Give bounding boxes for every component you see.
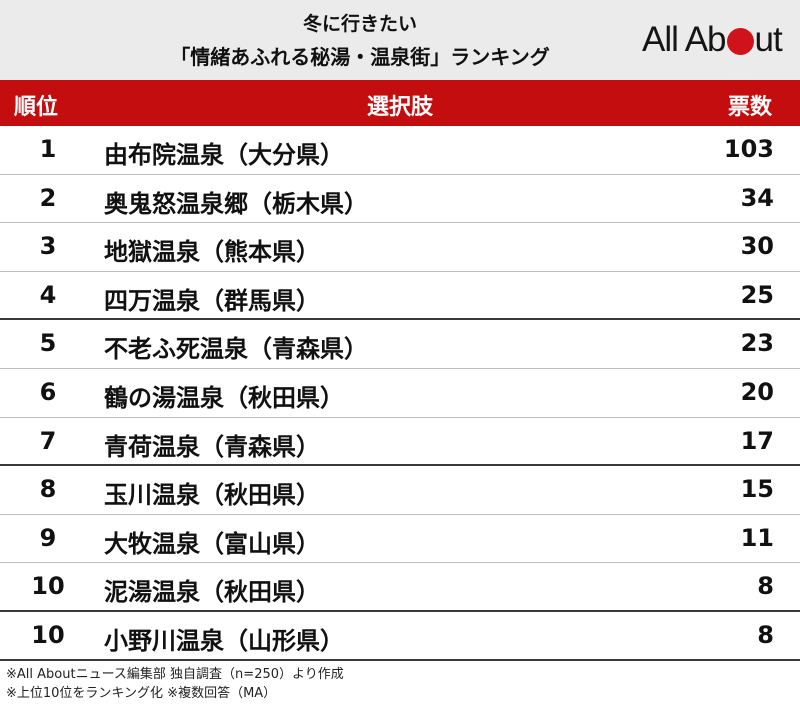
row-votes: 8 — [757, 620, 774, 649]
row-votes: 11 — [740, 523, 774, 552]
table-row: 2 奥鬼怒温泉郷（栃木県） 34 — [0, 175, 800, 224]
row-votes: 23 — [740, 329, 774, 358]
table-row: 3 地獄温泉（熊本県） 30 — [0, 223, 800, 272]
logo-text-right: ut — [754, 20, 783, 59]
chart-header: 冬に行きたい 「情緒あふれる秘湯・温泉街」ランキング All Ab ut — [0, 0, 800, 80]
row-rank: 8 — [39, 475, 57, 504]
table-row: 10 泥湯温泉（秋田県） 8 — [0, 563, 800, 612]
table-body: 1 由布院温泉（大分県） 103 2 奥鬼怒温泉郷（栃木県） 34 3 地獄温泉（熊本県） 30… — [0, 126, 800, 661]
row-choice: 青荷温泉（青森県） — [104, 432, 320, 461]
row-votes: 15 — [740, 475, 774, 504]
row-rank: 1 — [39, 135, 57, 163]
row-rank: 7 — [39, 426, 57, 455]
row-rank: 5 — [39, 329, 57, 358]
row-choice: 鶴の湯温泉（秋田県） — [104, 383, 344, 412]
footer-notes: ※All Aboutニュース編集部 独自調査（n=250）より作成 ※上位10位… — [6, 665, 344, 703]
row-rank: 10 — [31, 572, 65, 601]
row-choice: 玉川温泉（秋田県） — [104, 481, 320, 510]
row-votes: 20 — [740, 377, 774, 406]
row-votes: 103 — [723, 135, 774, 163]
chart-title-line1: 冬に行きたい — [302, 13, 417, 35]
logo-text-left: All Ab — [642, 20, 726, 59]
row-choice: 奥鬼怒温泉郷（栃木県） — [104, 189, 368, 218]
footer-note-source: ※All Aboutニュース編集部 独自調査（n=250）より作成 — [6, 667, 344, 682]
table-row: 1 由布院温泉（大分県） 103 — [0, 126, 800, 175]
row-rank: 4 — [39, 280, 57, 309]
row-choice: 不老ふ死温泉（青森県） — [104, 335, 368, 364]
table-header: 順位 選択肢 票数 — [0, 80, 800, 126]
table-row: 8 玉川温泉（秋田県） 15 — [0, 466, 800, 515]
row-choice: 大牧温泉（富山県） — [104, 529, 320, 558]
row-votes: 25 — [740, 280, 774, 309]
row-rank: 9 — [39, 523, 57, 552]
row-votes: 34 — [740, 183, 774, 212]
footer-note-method: ※上位10位をランキング化 ※複数回答（MA） — [6, 686, 277, 701]
logo-dot-icon — [726, 27, 754, 55]
column-header-choice: 選択肢 — [366, 95, 433, 120]
row-choice: 泥湯温泉（秋田県） — [104, 578, 320, 607]
row-votes: 30 — [740, 232, 774, 261]
row-rank: 2 — [39, 183, 57, 212]
row-votes: 8 — [757, 572, 774, 601]
table-row: 10 小野川温泉（山形県） 8 — [0, 612, 800, 661]
row-choice: 由布院温泉（大分県） — [104, 141, 344, 169]
table-row: 7 青荷温泉（青森県） 17 — [0, 418, 800, 467]
row-choice: 地獄温泉（熊本県） — [104, 238, 320, 267]
row-choice: 小野川温泉（山形県） — [104, 626, 344, 655]
column-header-votes: 票数 — [727, 95, 772, 120]
table-row: 9 大牧温泉（富山県） 11 — [0, 515, 800, 564]
row-rank: 3 — [39, 232, 57, 261]
table-row: 6 鶴の湯温泉（秋田県） 20 — [0, 369, 800, 418]
row-rank: 6 — [39, 377, 57, 406]
row-choice: 四万温泉（群馬県） — [104, 286, 320, 315]
allabout-logo: All Ab ut — [642, 18, 783, 62]
table-row: 5 不老ふ死温泉（青森県） 23 — [0, 320, 800, 369]
chart-title-line2: 「情緒あふれる秘湯・温泉街」ランキング — [170, 45, 550, 69]
table-row: 4 四万温泉（群馬県） 25 — [0, 272, 800, 321]
row-rank: 10 — [31, 620, 65, 649]
row-votes: 17 — [740, 426, 774, 455]
column-header-rank: 順位 — [14, 95, 59, 120]
